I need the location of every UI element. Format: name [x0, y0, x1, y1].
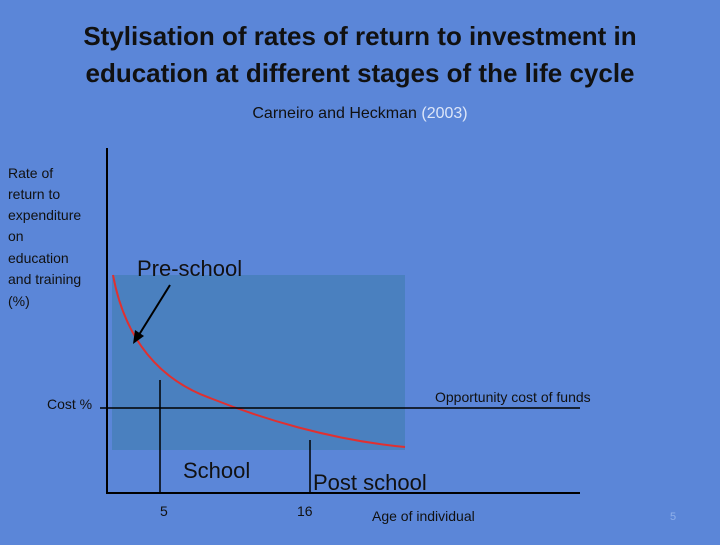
stage-label: Post school [313, 470, 427, 495]
subtitle-year: (2003) [421, 105, 467, 122]
y-axis-label-line: education [8, 250, 69, 266]
y-axis-label-line: expenditure [8, 207, 81, 223]
y-axis-label-line: (%) [8, 293, 30, 309]
cost-label: Cost % [47, 396, 92, 412]
y-axis-label-line: Rate of [8, 165, 53, 181]
shaded-area [112, 275, 405, 450]
y-axis-label-line: return to [8, 186, 60, 202]
cost-line-label: Opportunity cost of funds [435, 389, 591, 405]
title-line: Stylisation of rates of return to invest… [83, 21, 636, 51]
arrow-head [133, 330, 144, 344]
subtitle: Carneiro and Heckman (2003) [252, 105, 467, 122]
y-axis-label: Rate of return to expenditure on educati… [8, 165, 81, 309]
y-axis-label-line: and training [8, 271, 81, 287]
title-line: education at different stages of the lif… [85, 58, 634, 88]
arrow [136, 284, 171, 339]
subtitle-authors: Carneiro and Heckman [252, 105, 417, 122]
return-curve [112, 274, 406, 448]
curve-label: Pre-school [137, 256, 242, 281]
age-tick-label: 16 [297, 503, 313, 519]
stage-label: School [183, 458, 250, 483]
x-axis-label: Age of individual [372, 508, 475, 524]
y-axis-label-line: on [8, 228, 24, 244]
page-number: 5 [670, 511, 676, 523]
age-tick-label: 5 [160, 503, 168, 519]
